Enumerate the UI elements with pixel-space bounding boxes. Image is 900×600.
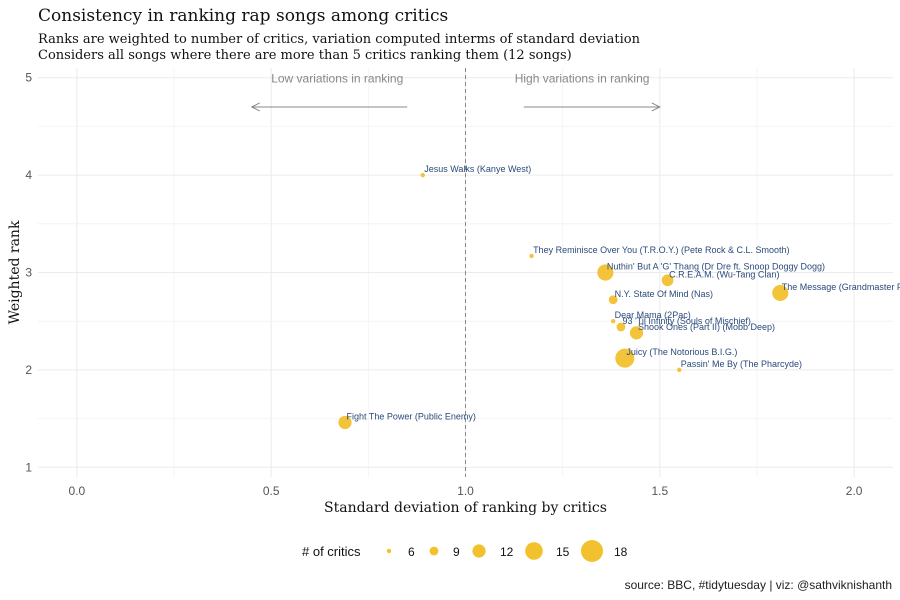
point-label: C.R.E.A.M. (Wu-Tang Clan): [669, 269, 779, 279]
point-label: Passin' Me By (The Pharcyde): [681, 359, 802, 369]
point-label: Dear Mama (2Pac): [615, 310, 691, 320]
y-tick-label: 2: [25, 363, 32, 377]
data-point: [772, 284, 789, 302]
legend-label: 12: [500, 545, 514, 559]
data-point: [616, 322, 626, 332]
x-tick-label: 0.0: [69, 484, 86, 498]
legend-key: [386, 548, 392, 554]
y-tick-label: 5: [25, 71, 32, 85]
point-label: The Message (Grandmaster Flash & The Fur…: [782, 282, 900, 292]
data-point: [608, 295, 618, 305]
point-label: Shook Ones (Part II) (Mobb Deep): [638, 322, 775, 332]
legend-key: [581, 540, 603, 562]
legend-title: # of critics: [302, 544, 361, 559]
y-tick-label: 1: [25, 460, 32, 474]
arrow-head: [651, 102, 661, 112]
annotation-high: High variations in ranking: [515, 72, 650, 86]
legend-label: 9: [453, 545, 460, 559]
y-tick-label: 4: [25, 168, 32, 182]
annotations: Low variations in ranking High variations…: [250, 72, 661, 112]
data-point: [677, 367, 682, 373]
data-points: [338, 172, 789, 430]
annotation-low: Low variations in ranking: [271, 72, 403, 86]
data-point: [597, 264, 614, 281]
axes: 0.0 0.5 1.0 1.5 2.0 1 2 3 4 5 Standard deviation o…: [7, 71, 863, 516]
chart-subtitle-line-2: Considers all songs where there are more…: [38, 48, 572, 63]
chart-subtitle-line-1: Ranks are weighted to number of critics,…: [38, 32, 640, 47]
point-label: Juicy (The Notorious B.I.G.): [626, 347, 737, 357]
data-point: [629, 326, 644, 340]
data-point: [529, 253, 534, 259]
point-label: N.Y. State Of Mind (Nas): [615, 289, 713, 299]
legend-key: [429, 546, 439, 556]
data-point: [338, 415, 352, 430]
legend-label: 6: [408, 545, 415, 559]
point-label: They Reminisce Over You (T.R.O.Y.) (Pete…: [533, 245, 789, 255]
y-tick-label: 3: [25, 266, 32, 280]
data-point: [615, 348, 635, 368]
x-tick-label: 2.0: [846, 484, 863, 498]
size-legend: # of critics 6 9 12 15 18: [302, 540, 628, 562]
data-point: [661, 274, 674, 287]
data-point: [610, 318, 616, 324]
point-label: 93 'Til Infinity (Souls of Mischief): [622, 316, 750, 326]
y-axis-title: Weighted rank: [7, 220, 23, 324]
point-labels: Jesus Walks (Kanye West) They Reminisce O…: [347, 164, 900, 421]
data-point: [420, 172, 425, 178]
point-label: Jesus Walks (Kanye West): [424, 164, 531, 174]
point-label: Fight The Power (Public Enemy): [347, 411, 476, 421]
legend-key: [472, 544, 486, 558]
legend-label: 15: [556, 545, 570, 559]
x-axis-title: Standard deviation of ranking by critics: [324, 500, 607, 516]
chart-title: Consistency in ranking rap songs among c…: [38, 6, 449, 26]
x-tick-label: 0.5: [263, 484, 280, 498]
chart-caption: source: BBC, #tidytuesday | viz: @sathvi…: [624, 578, 892, 592]
x-tick-label: 1.0: [457, 484, 474, 498]
point-label: Nuthin' But A 'G' Thang (Dr Dre ft. Snoo…: [607, 262, 825, 272]
legend-label: 18: [614, 545, 628, 559]
x-tick-label: 1.5: [651, 484, 668, 498]
arrow-head: [250, 102, 260, 112]
legend-key: [525, 542, 543, 560]
